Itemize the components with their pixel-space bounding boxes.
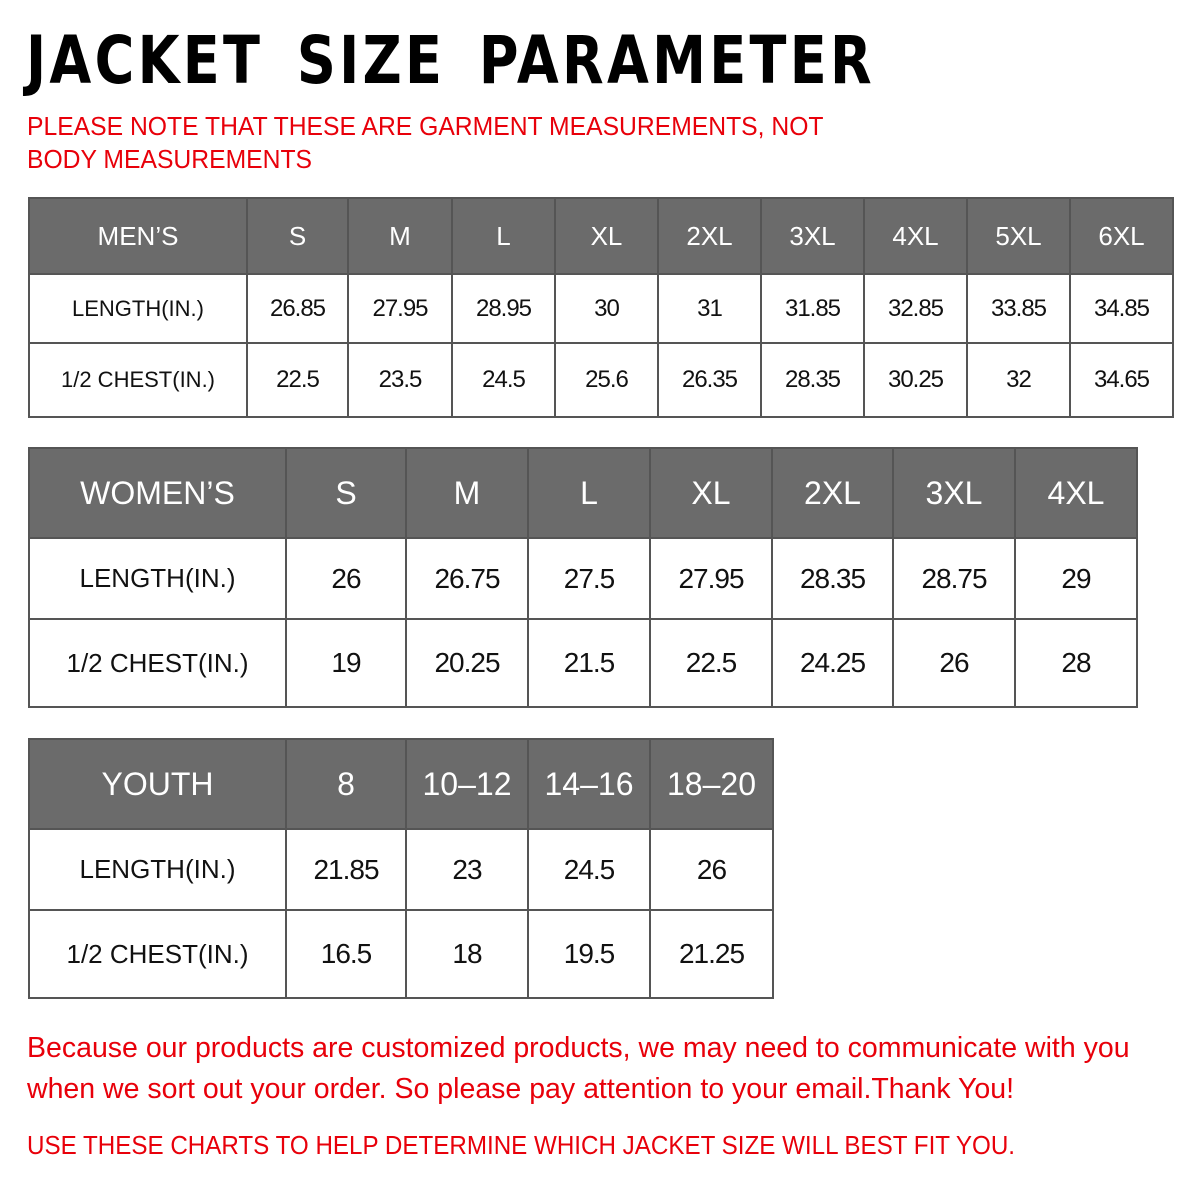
measurement-label: 1/2 CHEST(IN.) — [28, 342, 248, 418]
header-row: YOUTH 8 10–12 14–16 18–20 — [28, 738, 774, 830]
table-row: LENGTH(IN.) 26 26.75 27.5 27.95 28.35 28.75 29 — [28, 537, 1138, 620]
size-header: 14–16 — [527, 738, 651, 830]
measurement-value: 24.5 — [451, 342, 556, 418]
measurement-value: 30.25 — [863, 342, 968, 418]
measurement-label: 1/2 CHEST(IN.) — [28, 909, 287, 999]
measurement-value: 23.5 — [347, 342, 453, 418]
measurement-value: 21.25 — [649, 909, 774, 999]
table-category-header: MEN’S — [28, 197, 248, 275]
size-header: 8 — [285, 738, 407, 830]
measurement-value: 28.75 — [892, 537, 1016, 620]
youth-size-table: YOUTH 8 10–12 14–16 18–20 LENGTH(IN.) 21.85 23 2… — [28, 738, 774, 999]
measurement-value: 22.5 — [649, 618, 773, 708]
measurement-value: 27.95 — [347, 273, 453, 344]
size-header: 18–20 — [649, 738, 774, 830]
measurement-value: 31.85 — [760, 273, 865, 344]
measurement-value: 29 — [1014, 537, 1138, 620]
size-header: 10–12 — [405, 738, 529, 830]
size-help-text: USE THESE CHARTS TO HELP DETERMINE WHICH… — [27, 1130, 1016, 1160]
measurement-value: 18 — [405, 909, 529, 999]
measurement-value: 34.85 — [1069, 273, 1174, 344]
table-row: 1/2 CHEST(IN.) 19 20.25 21.5 22.5 24.25 26 28 — [28, 618, 1138, 708]
mens-size-table: MEN’S S M L XL 2XL 3XL 4XL 5XL 6XL LENGTH(IN.) 26.8… — [28, 197, 1174, 418]
size-header: 6XL — [1069, 197, 1174, 275]
header-row: MEN’S S M L XL 2XL 3XL 4XL 5XL 6XL — [28, 197, 1174, 275]
size-header: 3XL — [760, 197, 865, 275]
measurement-value: 27.5 — [527, 537, 651, 620]
size-header: 5XL — [966, 197, 1071, 275]
table-category-header: YOUTH — [28, 738, 287, 830]
measurement-value: 28.35 — [760, 342, 865, 418]
measurement-value: 24.25 — [771, 618, 894, 708]
size-header: 4XL — [863, 197, 968, 275]
measurement-value: 19.5 — [527, 909, 651, 999]
measurement-value: 26 — [649, 828, 774, 911]
measurement-value: 25.6 — [554, 342, 659, 418]
measurement-value: 32 — [966, 342, 1071, 418]
table-category-header: WOMEN’S — [28, 447, 287, 539]
size-header: 2XL — [657, 197, 762, 275]
size-header: L — [527, 447, 651, 539]
table-row: 1/2 CHEST(IN.) 16.5 18 19.5 21.25 — [28, 909, 774, 999]
size-header: 3XL — [892, 447, 1016, 539]
measurement-value: 27.95 — [649, 537, 773, 620]
measurement-value: 26 — [892, 618, 1016, 708]
measurement-value: 19 — [285, 618, 407, 708]
measurement-label: LENGTH(IN.) — [28, 273, 248, 344]
measurement-label: 1/2 CHEST(IN.) — [28, 618, 287, 708]
measurement-value: 23 — [405, 828, 529, 911]
measurement-value: 28 — [1014, 618, 1138, 708]
measurement-value: 30 — [554, 273, 659, 344]
measurement-value: 28.95 — [451, 273, 556, 344]
table-row: 1/2 CHEST(IN.) 22.5 23.5 24.5 25.6 26.35 28.35… — [28, 342, 1174, 418]
size-header: M — [405, 447, 529, 539]
measurement-value: 26.85 — [246, 273, 349, 344]
size-header: S — [285, 447, 407, 539]
header-row: WOMEN’S S M L XL 2XL 3XL 4XL — [28, 447, 1138, 539]
table-row: LENGTH(IN.) 21.85 23 24.5 26 — [28, 828, 774, 911]
size-header: M — [347, 197, 453, 275]
womens-size-table: WOMEN’S S M L XL 2XL 3XL 4XL LENGTH(IN.) 26 26.75 2… — [28, 447, 1138, 708]
customization-message: Because our products are customized prod… — [27, 1032, 1130, 1105]
measurement-value: 32.85 — [863, 273, 968, 344]
measurement-value: 28.35 — [771, 537, 894, 620]
measurement-label: LENGTH(IN.) — [28, 828, 287, 911]
size-header: 4XL — [1014, 447, 1138, 539]
measurement-value: 26.75 — [405, 537, 529, 620]
size-header: 2XL — [771, 447, 894, 539]
measurement-value: 34.65 — [1069, 342, 1174, 418]
measurement-value: 16.5 — [285, 909, 407, 999]
measurement-value: 24.5 — [527, 828, 651, 911]
measurement-value: 26.35 — [657, 342, 762, 418]
size-header: L — [451, 197, 556, 275]
size-header: XL — [554, 197, 659, 275]
measurement-value: 21.5 — [527, 618, 651, 708]
measurement-value: 22.5 — [246, 342, 349, 418]
page-title: JACKET SIZE PARAMETER — [26, 22, 875, 99]
measurement-label: LENGTH(IN.) — [28, 537, 287, 620]
table-row: LENGTH(IN.) 26.85 27.95 28.95 30 31 31.85 32.85… — [28, 273, 1174, 344]
measurement-value: 26 — [285, 537, 407, 620]
measurement-value: 31 — [657, 273, 762, 344]
measurement-value: 20.25 — [405, 618, 529, 708]
measurement-value: 33.85 — [966, 273, 1071, 344]
measurement-value: 21.85 — [285, 828, 407, 911]
size-header: XL — [649, 447, 773, 539]
size-header: S — [246, 197, 349, 275]
measurement-note: PLEASE NOTE THAT THESE ARE GARMENT MEASU… — [27, 111, 824, 174]
